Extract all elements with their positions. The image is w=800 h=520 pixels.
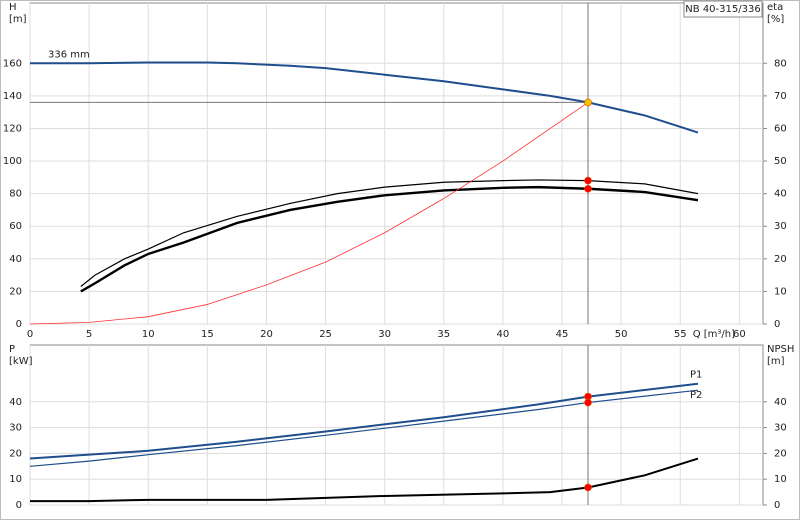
y2-tick-label: 0 <box>774 319 780 330</box>
y-tick-label: 60 <box>9 221 22 232</box>
y2-tick-label: 30 <box>774 423 787 434</box>
x-tick-label: 35 <box>437 329 450 340</box>
y2-tick-label: 20 <box>774 448 787 459</box>
duty-point <box>584 98 592 107</box>
x-tick-label: 50 <box>615 329 628 340</box>
x-tick-label: 20 <box>260 329 273 340</box>
y2-tick-label: 60 <box>774 123 787 134</box>
x-tick-label: 0 <box>27 329 33 340</box>
y2-axis-label: [m] <box>767 356 785 367</box>
y-tick-label: 20 <box>9 448 22 459</box>
y-tick-label: 40 <box>9 254 22 265</box>
x-tick-label: 30 <box>378 329 391 340</box>
series-line <box>29 102 589 325</box>
y2-tick-label: 40 <box>774 189 787 200</box>
y-tick-label: 80 <box>9 189 22 200</box>
series-line <box>29 382 699 460</box>
series-label: P2 <box>690 390 702 401</box>
y2-tick-label: 30 <box>774 221 787 232</box>
series-line <box>30 457 699 503</box>
y-tick-label: 120 <box>3 123 22 134</box>
y-tick-label: 100 <box>3 156 22 167</box>
y2-tick-label: 50 <box>774 156 787 167</box>
y2-axis-label: NPSH <box>767 344 794 355</box>
y-tick-label: 40 <box>9 397 22 408</box>
y2-tick-label: 70 <box>774 91 787 102</box>
x-tick-label: 40 <box>497 329 510 340</box>
x-tick-label: 45 <box>556 329 569 340</box>
series-line <box>80 179 699 287</box>
y-axis-label: [kW] <box>9 356 33 367</box>
y-axis-label: H <box>9 2 17 13</box>
y-axis-label: [m] <box>9 14 27 25</box>
title-box <box>683 0 763 18</box>
x-tick-label: 60 <box>733 329 746 340</box>
duty-point <box>584 398 592 407</box>
duty-point <box>584 184 592 193</box>
y2-tick-label: 40 <box>774 397 787 408</box>
y2-axis-label: [%] <box>767 14 784 25</box>
x-tick-label: 10 <box>142 329 155 340</box>
duty-point <box>584 176 592 185</box>
x-tick-label: 15 <box>201 329 214 340</box>
y-tick-label: 140 <box>3 91 22 102</box>
series-label: P1 <box>690 370 702 381</box>
chart-title: NB 40-315/336 <box>685 4 760 15</box>
y2-tick-label: 80 <box>774 58 787 69</box>
y-tick-label: 20 <box>9 286 22 297</box>
duty-point <box>584 483 592 492</box>
x-axis-label: Q [m³/h] <box>693 329 735 340</box>
x-tick-label: 5 <box>86 329 92 340</box>
y-tick-label: 10 <box>9 474 22 485</box>
y2-tick-label: 20 <box>774 254 787 265</box>
y2-tick-label: 0 <box>774 500 780 511</box>
x-tick-label: 55 <box>674 329 687 340</box>
y2-tick-label: 10 <box>774 474 787 485</box>
y2-axis-label: eta <box>767 2 783 13</box>
y-tick-label: 30 <box>9 423 22 434</box>
x-tick-label: 25 <box>319 329 332 340</box>
y2-tick-label: 10 <box>774 286 787 297</box>
series-label: 336 mm <box>48 49 90 60</box>
y-tick-label: 0 <box>16 500 22 511</box>
y-axis-label: P <box>9 344 15 355</box>
series-line <box>29 389 699 467</box>
y-tick-label: 0 <box>16 319 22 330</box>
series-line <box>30 61 699 134</box>
series-line <box>80 185 699 293</box>
y-tick-label: 160 <box>3 58 22 69</box>
